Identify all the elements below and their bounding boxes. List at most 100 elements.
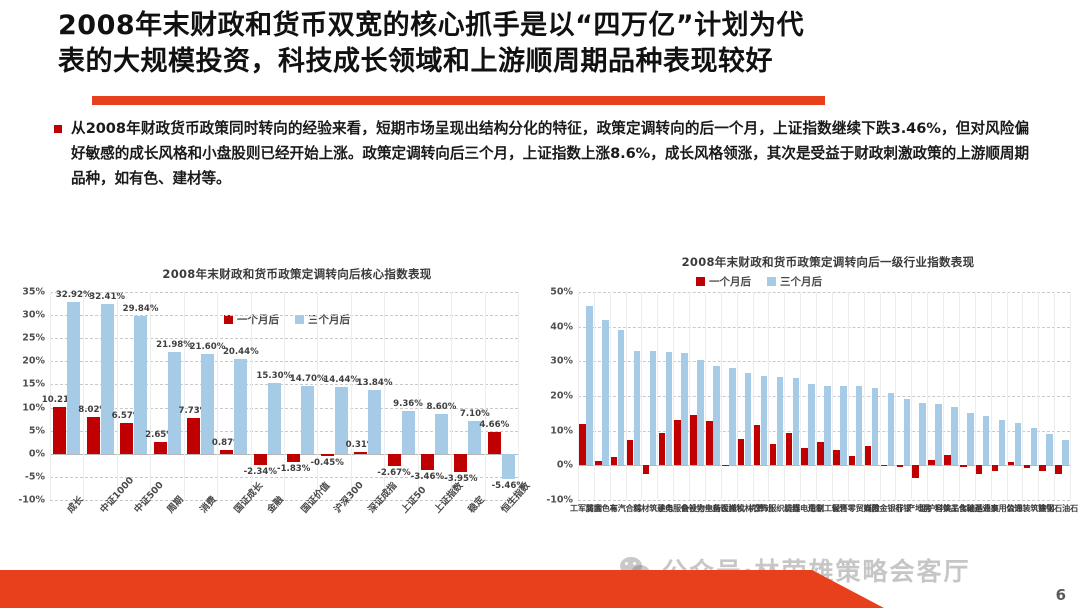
grid-line bbox=[578, 430, 1070, 432]
x-axis-label: 商贸零售 bbox=[838, 504, 873, 512]
bar-value-label: 21.60% bbox=[189, 341, 226, 352]
bar-三个月后-上证50 bbox=[401, 410, 415, 454]
bar-value-label: -2.67% bbox=[377, 468, 411, 479]
bar-一个月后-钢铁 bbox=[1039, 465, 1046, 471]
bar-三个月后-商贸零售 bbox=[855, 385, 863, 466]
bar-一个月后-家用电器 bbox=[801, 448, 808, 466]
grid-line bbox=[578, 292, 1070, 293]
bar-一个月后-建筑材料 bbox=[642, 465, 650, 474]
bar-一个月后-银行 bbox=[896, 465, 904, 468]
bar-value-label: 9.36% bbox=[393, 398, 423, 409]
x-axis-label: 国防军工 bbox=[568, 504, 603, 512]
bar-三个月后-稳定 bbox=[468, 420, 482, 454]
bullet-paragraph: 从2008年财政货币政策同时转向的经验来看，短期市场呈现出结构分化的特征，政策定… bbox=[54, 116, 1029, 191]
y-axis-tick: 10% bbox=[550, 425, 573, 437]
title-line-1: 2008年末财政和货币双宽的核心抓手是以“四万亿”计划为代 bbox=[58, 10, 805, 41]
category-separator bbox=[578, 292, 579, 500]
bar-value-label: 4.66% bbox=[479, 420, 510, 431]
bar-value-label: 14.70% bbox=[289, 373, 326, 384]
bar-value-label: 7.10% bbox=[459, 408, 490, 419]
bar-一个月后-上证指数 bbox=[420, 453, 434, 470]
bar-一个月后-沪深300 bbox=[320, 453, 334, 456]
category-separator bbox=[974, 292, 976, 500]
bar-三个月后-煤炭 bbox=[792, 377, 799, 466]
bar-一个月后-医药生物 bbox=[706, 420, 713, 466]
title-line-2: 表的大规模投资，科技成长领域和上游顺周期品种表现较好 bbox=[58, 46, 773, 77]
bar-三个月后-基础化工 bbox=[967, 412, 974, 466]
bar-三个月后-食品饮料 bbox=[951, 406, 958, 466]
category-separator bbox=[816, 292, 818, 500]
category-separator bbox=[284, 292, 285, 500]
legend-swatch-red bbox=[696, 277, 705, 286]
bar-三个月后-机械设备 bbox=[729, 368, 736, 466]
grid-line bbox=[578, 500, 1070, 501]
x-axis-label: 上证50 bbox=[399, 484, 429, 516]
category-separator bbox=[958, 292, 960, 500]
legend-label-three-month: 三个月后 bbox=[780, 276, 822, 288]
category-separator bbox=[895, 292, 897, 500]
category-separator bbox=[641, 292, 643, 500]
x-axis-label: 钢铁 bbox=[1037, 504, 1056, 512]
legend-item-one-month: 一个月后 bbox=[696, 274, 751, 289]
bar-三个月后-纺织服饰 bbox=[776, 376, 784, 466]
x-axis-label: 电子 bbox=[656, 504, 675, 512]
zero-axis-line bbox=[578, 465, 1070, 467]
x-axis-label: 汽车 bbox=[608, 504, 627, 512]
bar-三个月后-汽车 bbox=[617, 330, 625, 466]
bar-一个月后-非银金融 bbox=[880, 465, 888, 467]
category-separator bbox=[689, 292, 691, 500]
x-axis-label: 计算机 bbox=[747, 504, 774, 512]
category-separator bbox=[518, 292, 519, 500]
bar-一个月后-恒生指数 bbox=[487, 432, 501, 454]
bar-value-label: 10.21% bbox=[41, 394, 78, 405]
page-title: 2008年末财政和货币双宽的核心抓手是以“四万亿”计划为代 表的大规模投资，科技… bbox=[58, 8, 1028, 80]
bar-一个月后-上证50 bbox=[387, 453, 401, 467]
bar-一个月后-消费 bbox=[186, 418, 200, 454]
category-separator bbox=[317, 292, 319, 500]
bar-三个月后-钢铁 bbox=[1046, 434, 1053, 466]
y-axis-tick: 30% bbox=[550, 355, 573, 367]
bar-value-label: 0.87% bbox=[211, 437, 242, 448]
x-axis-label: 纺织服饰 bbox=[759, 504, 794, 512]
y-axis-tick: 0% bbox=[28, 448, 45, 460]
y-axis-tick: 20% bbox=[22, 355, 45, 367]
legend-swatch-blue bbox=[295, 315, 304, 324]
bar-一个月后-房地产 bbox=[912, 465, 919, 478]
bar-一个月后-成长 bbox=[53, 406, 67, 454]
page-number: 6 bbox=[1055, 586, 1066, 604]
category-separator bbox=[417, 292, 419, 500]
bar-一个月后-公用事业 bbox=[991, 465, 999, 471]
category-separator bbox=[720, 292, 722, 500]
bar-一个月后-环保 bbox=[833, 450, 840, 466]
category-separator bbox=[927, 292, 929, 500]
bar-一个月后-社会服务 bbox=[674, 419, 681, 466]
chart-core-index-title: 2008年末财政和货币政策定调转向后核心指数表现 bbox=[162, 267, 432, 281]
bar-一个月后-计算机 bbox=[753, 425, 761, 466]
category-separator bbox=[657, 292, 659, 500]
x-axis-label: 美容护理 bbox=[918, 504, 953, 512]
x-axis-label: 电力设备 bbox=[680, 504, 715, 512]
category-separator bbox=[1054, 292, 1056, 500]
bar-一个月后-商贸零售 bbox=[848, 455, 856, 466]
bar-三个月后-电力设备 bbox=[697, 360, 704, 466]
x-axis-label: 基础化工 bbox=[949, 504, 984, 512]
bar-三个月后-建筑材料 bbox=[649, 350, 657, 466]
y-axis-tick: 0% bbox=[556, 459, 573, 471]
bar-三个月后-社会服务 bbox=[681, 353, 688, 466]
bar-value-label: 21.98% bbox=[156, 340, 192, 351]
chart-industry-index-legend: 一个月后 三个月后 bbox=[696, 274, 822, 289]
x-axis-label: 社会服务 bbox=[664, 504, 699, 512]
bar-三个月后-非银金融 bbox=[887, 392, 895, 466]
category-separator bbox=[116, 292, 118, 500]
legend-item-one-month: 一个月后 bbox=[224, 312, 279, 327]
x-axis-label: 非银金融 bbox=[870, 504, 905, 512]
bar-value-label: 6.57% bbox=[111, 411, 142, 422]
x-axis-label: 国证成长 bbox=[232, 480, 266, 516]
bar-一个月后-稳定 bbox=[454, 453, 468, 473]
x-axis-label: 金融 bbox=[265, 494, 287, 516]
bar-value-label: 2.65% bbox=[145, 429, 175, 440]
category-separator bbox=[879, 292, 881, 500]
bar-三个月后-石油石化 bbox=[1062, 439, 1069, 466]
x-axis-label: 建筑装饰 bbox=[1013, 504, 1048, 512]
